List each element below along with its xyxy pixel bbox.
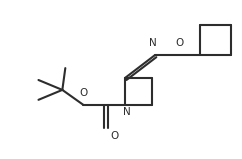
Text: O: O (79, 88, 87, 98)
Text: N: N (123, 107, 131, 117)
Text: O: O (110, 131, 118, 141)
Text: O: O (175, 38, 184, 48)
Text: N: N (149, 38, 157, 48)
